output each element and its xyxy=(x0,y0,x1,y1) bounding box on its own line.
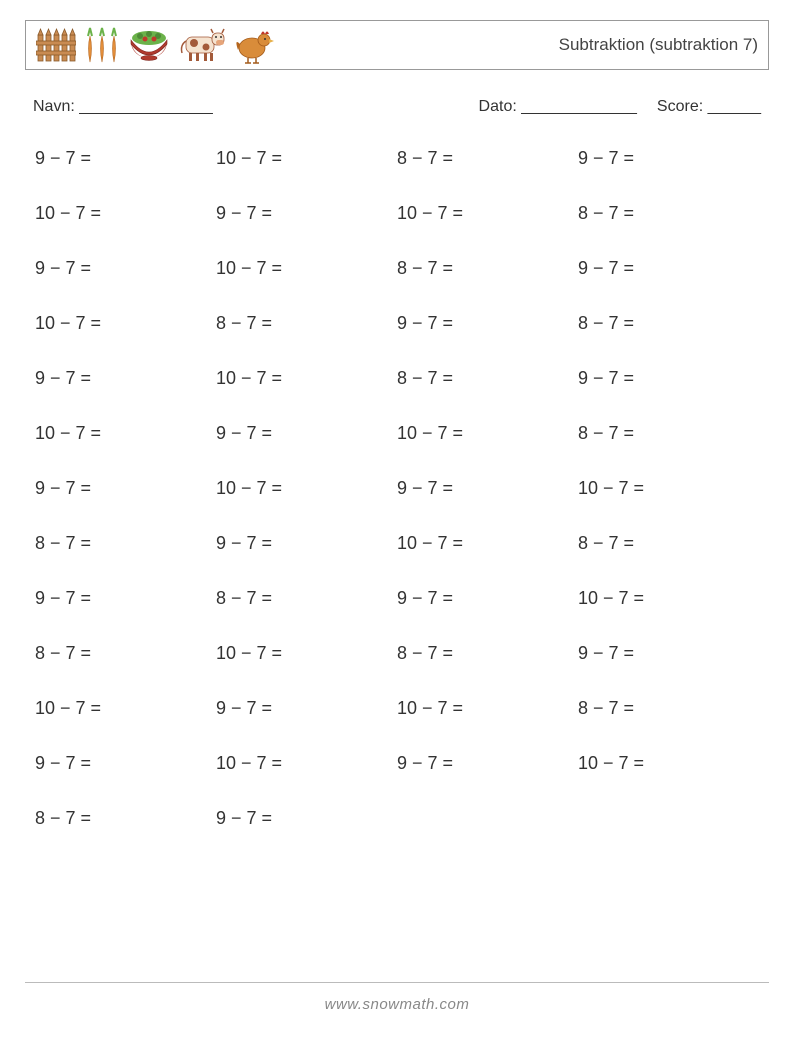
header-box: Subtraktion (subtraktion 7) xyxy=(25,20,769,70)
problem-cell: 9 − 7 = xyxy=(35,753,216,774)
problem-cell: 9 − 7 = xyxy=(397,313,578,334)
problem-cell: 10 − 7 = xyxy=(397,203,578,224)
fence-icon xyxy=(36,27,76,63)
score-label: Score: ______ xyxy=(657,98,761,116)
problem-cell: 10 − 7 = xyxy=(578,753,759,774)
bowl-icon xyxy=(128,28,170,62)
problem-cell: 8 − 7 = xyxy=(578,203,759,224)
problem-cell: 8 − 7 = xyxy=(578,533,759,554)
info-right: Dato: _____________ Score: ______ xyxy=(479,98,761,116)
problem-cell: 10 − 7 = xyxy=(35,423,216,444)
carrots-icon xyxy=(84,26,120,64)
problem-cell: 10 − 7 = xyxy=(216,148,397,169)
problem-cell: 9 − 7 = xyxy=(216,423,397,444)
problem-cell: 8 − 7 = xyxy=(35,533,216,554)
problem-cell: 8 − 7 = xyxy=(578,313,759,334)
problem-cell: 10 − 7 = xyxy=(216,643,397,664)
cow-icon xyxy=(178,27,226,63)
problem-cell: 9 − 7 = xyxy=(216,533,397,554)
problem-cell: 8 − 7 = xyxy=(397,643,578,664)
problem-cell: 10 − 7 = xyxy=(578,588,759,609)
problem-cell: 10 − 7 = xyxy=(216,478,397,499)
problem-cell: 9 − 7 = xyxy=(578,368,759,389)
problem-cell: 10 − 7 = xyxy=(397,423,578,444)
problem-cell: 9 − 7 = xyxy=(578,643,759,664)
problem-cell: 8 − 7 = xyxy=(35,808,216,829)
problem-cell xyxy=(578,808,759,829)
problem-cell: 9 − 7 = xyxy=(397,753,578,774)
problem-cell: 9 − 7 = xyxy=(397,588,578,609)
problem-cell: 9 − 7 = xyxy=(35,258,216,279)
problem-cell xyxy=(397,808,578,829)
problem-cell: 10 − 7 = xyxy=(397,533,578,554)
name-label: Navn: _______________ xyxy=(33,98,213,116)
footer-url: www.snowmath.com xyxy=(0,996,794,1013)
problem-cell: 9 − 7 = xyxy=(35,368,216,389)
problem-cell: 8 − 7 = xyxy=(216,588,397,609)
date-label: Dato: _____________ xyxy=(479,98,637,116)
problem-cell: 9 − 7 = xyxy=(35,588,216,609)
problem-cell: 9 − 7 = xyxy=(216,203,397,224)
problems-grid: 9 − 7 =10 − 7 =8 − 7 =9 − 7 =10 − 7 =9 −… xyxy=(25,148,769,829)
worksheet-title: Subtraktion (subtraktion 7) xyxy=(559,35,758,55)
problem-cell: 10 − 7 = xyxy=(216,368,397,389)
header-icons xyxy=(36,26,274,64)
problem-cell: 9 − 7 = xyxy=(397,478,578,499)
problem-cell: 9 − 7 = xyxy=(35,148,216,169)
problem-cell: 8 − 7 = xyxy=(216,313,397,334)
problem-cell: 10 − 7 = xyxy=(216,753,397,774)
problem-cell: 10 − 7 = xyxy=(397,698,578,719)
footer-divider xyxy=(25,982,769,983)
problem-cell: 9 − 7 = xyxy=(216,698,397,719)
problem-cell: 8 − 7 = xyxy=(35,643,216,664)
info-row: Navn: _______________ Dato: ____________… xyxy=(25,98,769,116)
problem-cell: 8 − 7 = xyxy=(578,698,759,719)
problem-cell: 10 − 7 = xyxy=(216,258,397,279)
problem-cell: 10 − 7 = xyxy=(578,478,759,499)
problem-cell: 10 − 7 = xyxy=(35,313,216,334)
problem-cell: 9 − 7 = xyxy=(578,148,759,169)
problem-cell: 10 − 7 = xyxy=(35,698,216,719)
problem-cell: 8 − 7 = xyxy=(578,423,759,444)
problem-cell: 8 − 7 = xyxy=(397,368,578,389)
problem-cell: 9 − 7 = xyxy=(216,808,397,829)
problem-cell: 10 − 7 = xyxy=(35,203,216,224)
problem-cell: 8 − 7 = xyxy=(397,258,578,279)
problem-cell: 9 − 7 = xyxy=(35,478,216,499)
problem-cell: 9 − 7 = xyxy=(578,258,759,279)
problem-cell: 8 − 7 = xyxy=(397,148,578,169)
info-left: Navn: _______________ xyxy=(33,98,213,116)
worksheet-page: Subtraktion (subtraktion 7) Navn: ______… xyxy=(0,0,794,1053)
chicken-icon xyxy=(234,26,274,64)
